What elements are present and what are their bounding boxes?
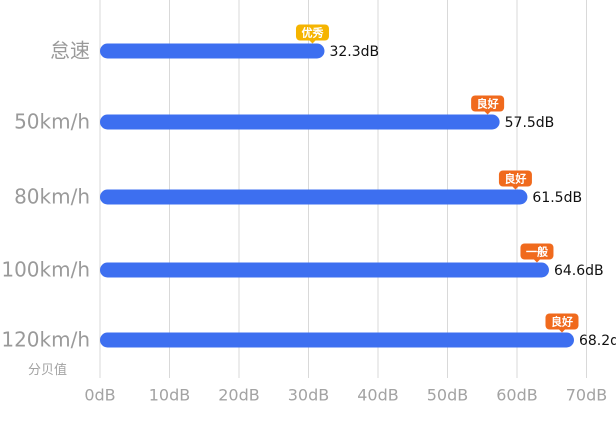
rating-badge: 良好	[545, 313, 579, 333]
value-label: 68.2dB	[579, 333, 616, 349]
rating-badge-text: 一般	[526, 245, 548, 259]
x-tick-label: 30dB	[288, 386, 330, 405]
rating-badge-text: 优秀	[301, 26, 323, 40]
bar	[100, 332, 574, 348]
rating-badge-bg	[295, 24, 329, 41]
rating-badge-bg	[471, 95, 505, 112]
x-tick-label: 10dB	[149, 386, 191, 405]
x-tick-label: 60dB	[496, 386, 538, 405]
x-tick-label: 20dB	[218, 386, 260, 405]
rating-badge-pointer	[512, 186, 519, 190]
rating-badge-bg	[545, 313, 579, 330]
value-label: 61.5dB	[532, 190, 582, 206]
x-tick-label: 40dB	[357, 386, 399, 405]
rating-badge-text: 良好	[551, 315, 573, 329]
x-tick-label: 0dB	[84, 386, 115, 405]
bar	[100, 262, 549, 278]
rating-badge-bg	[520, 243, 554, 260]
x-unit-label: 分贝值	[28, 362, 67, 378]
category-label: 50km/h	[14, 110, 90, 134]
rating-badge-bg	[498, 170, 532, 187]
rating-badge: 良好	[471, 95, 505, 115]
category-label: 120km/h	[1, 328, 90, 352]
category-label: 100km/h	[1, 258, 90, 282]
category-label: 怠速	[50, 39, 90, 63]
bar	[100, 43, 325, 59]
rating-badge-pointer	[558, 329, 565, 333]
rating-badge-pointer	[484, 111, 491, 115]
bar	[100, 189, 528, 205]
labels: 0dB 10dB 20dB 30dB 40dB 50dB 60dB 70dB 怠速 32.3dB 优…	[1, 24, 616, 405]
rating-badge: 良好	[498, 170, 532, 190]
x-tick-label: 50dB	[427, 386, 469, 405]
value-label: 57.5dB	[505, 115, 555, 131]
value-label: 64.6dB	[554, 263, 604, 279]
rating-badge: 一般	[520, 243, 554, 263]
bars	[100, 43, 574, 348]
bar	[100, 114, 500, 130]
rating-badge: 优秀	[295, 24, 329, 44]
rating-badge-pointer	[309, 40, 316, 44]
rating-badge-pointer	[533, 259, 540, 263]
category-label: 80km/h	[14, 185, 90, 209]
rating-badge-text: 良好	[504, 172, 526, 186]
x-tick-label: 70dB	[566, 386, 608, 405]
value-label: 32.3dB	[329, 44, 379, 60]
grid-lines	[99, 0, 587, 378]
rating-badge-text: 良好	[477, 97, 499, 111]
